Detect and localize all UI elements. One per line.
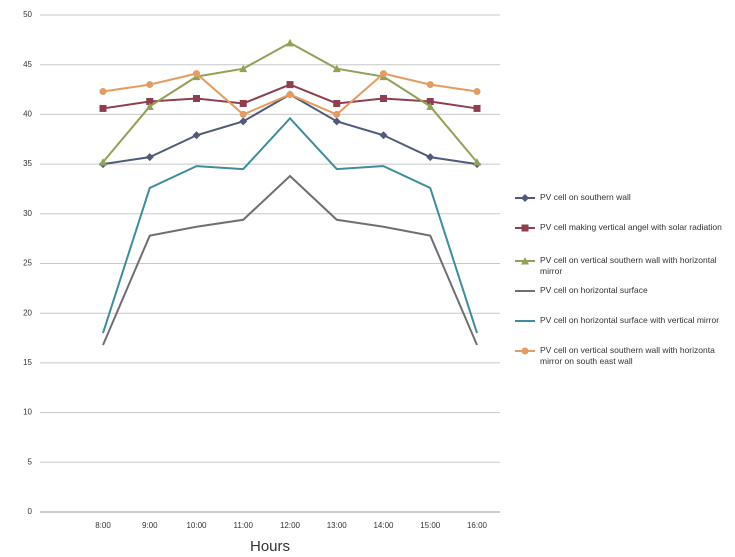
marker [380,94,387,102]
marker [99,104,107,112]
marker [333,110,341,118]
y-tick-label: 40 [23,110,32,119]
y-tick-label: 35 [23,159,32,168]
marker [239,99,247,107]
marker [146,97,154,105]
marker [521,224,529,232]
marker [239,117,248,126]
marker [332,64,341,73]
marker [473,158,481,166]
marker [145,102,154,110]
marker [286,91,294,99]
marker [192,131,201,140]
marker [99,158,107,166]
legend-label: PV cell on horizontal surface [540,285,648,295]
marker [473,104,481,112]
marker [239,64,248,73]
series-line [102,174,478,346]
marker [426,102,435,110]
series-line [102,93,478,166]
marker [286,81,294,89]
legend-label: PV cell on horizontal surface with verti… [540,315,720,325]
marker [521,257,529,265]
x-tick-label: 11:00 [234,521,254,530]
x-tick-label: 12:00 [280,521,301,530]
marker [521,347,529,355]
y-tick-label: 50 [23,10,32,19]
y-tick-label: 20 [23,308,32,317]
legend-label: PV cell on vertical southern wall with h… [540,345,715,366]
y-tick-label: 10 [23,408,32,417]
marker [380,70,387,78]
legend-label: PV cell on southern wall [540,192,631,202]
marker [426,97,434,105]
y-tick-label: 30 [23,209,32,218]
marker [426,81,434,89]
legend-label: PV cell on vertical southern wall with h… [540,255,717,276]
marker [333,99,341,107]
marker [379,131,388,140]
series-line [102,41,478,163]
x-axis-label: Hours [250,538,290,555]
marker [286,38,294,47]
marker [239,110,247,118]
marker [332,117,341,126]
marker [99,88,107,96]
x-tick-label: 16:00 [467,521,488,530]
y-tick-label: 25 [23,259,32,268]
y-tick-label: 15 [23,358,32,367]
x-tick-label: 14:00 [373,521,394,530]
x-tick-label: 9:00 [142,521,158,530]
y-tick-label: 45 [23,60,32,69]
marker [193,70,200,78]
legend-label: PV cell making vertical angel with solar… [540,222,722,232]
marker [426,153,435,162]
y-tick-label: 5 [28,457,33,466]
marker [145,153,154,162]
series-line [102,116,478,334]
x-tick-label: 8:00 [95,521,111,530]
x-tick-label: 13:00 [327,521,348,530]
y-tick-label: 0 [28,507,33,516]
marker [521,194,529,202]
marker [146,81,154,89]
marker [193,94,200,102]
x-tick-label: 15:00 [420,521,441,530]
x-tick-label: 10:00 [186,521,207,530]
marker [473,88,481,96]
